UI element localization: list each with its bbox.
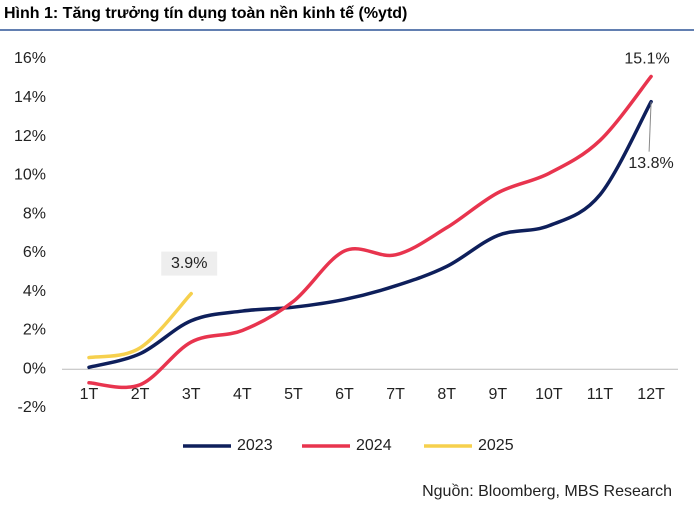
x-tick-label: 9T — [488, 386, 507, 403]
y-tick-label: 2% — [23, 322, 46, 339]
chart-title: Hình 1: Tăng trưởng tín dụng toàn nền ki… — [4, 5, 407, 22]
line-series — [87, 99, 653, 370]
source: Nguồn: Bloomberg, MBS Research — [422, 483, 672, 500]
y-tick-label: 12% — [14, 128, 46, 145]
y-tick-label: 6% — [23, 244, 46, 261]
line-series — [87, 291, 193, 360]
x-tick-label: 2T — [131, 386, 150, 403]
x-tick-label: 3T — [182, 386, 201, 403]
data-label: 13.8% — [628, 155, 673, 172]
data-label: 15.1% — [624, 51, 669, 68]
leader-line — [648, 101, 652, 152]
legend-label: 2023 — [237, 437, 273, 454]
data-label: 3.9% — [171, 255, 207, 272]
y-tick-label: 4% — [23, 283, 46, 300]
x-tick-label: 12T — [637, 386, 665, 403]
x-tick-label: 11T — [587, 386, 614, 403]
legend-label: 2024 — [356, 437, 392, 454]
line-series — [87, 74, 653, 390]
y-tick-label: 8% — [23, 205, 46, 222]
x-tick-label: 6T — [335, 386, 354, 403]
y-tick-label: 10% — [14, 167, 46, 184]
y-tick-label: 14% — [14, 89, 46, 106]
x-tick-label: 4T — [233, 386, 252, 403]
legend-label: 2025 — [478, 437, 514, 454]
x-tick-label: 8T — [437, 386, 456, 403]
x-tick-label: 5T — [284, 386, 303, 403]
y-tick-label: -2% — [18, 399, 46, 416]
y-tick-label: 0% — [23, 360, 46, 377]
y-tick-label: 16% — [14, 50, 46, 67]
x-tick-label: 7T — [386, 386, 405, 403]
x-tick-label: 1T — [80, 386, 99, 403]
label-box — [161, 251, 218, 276]
x-tick-label: 10T — [535, 386, 563, 403]
